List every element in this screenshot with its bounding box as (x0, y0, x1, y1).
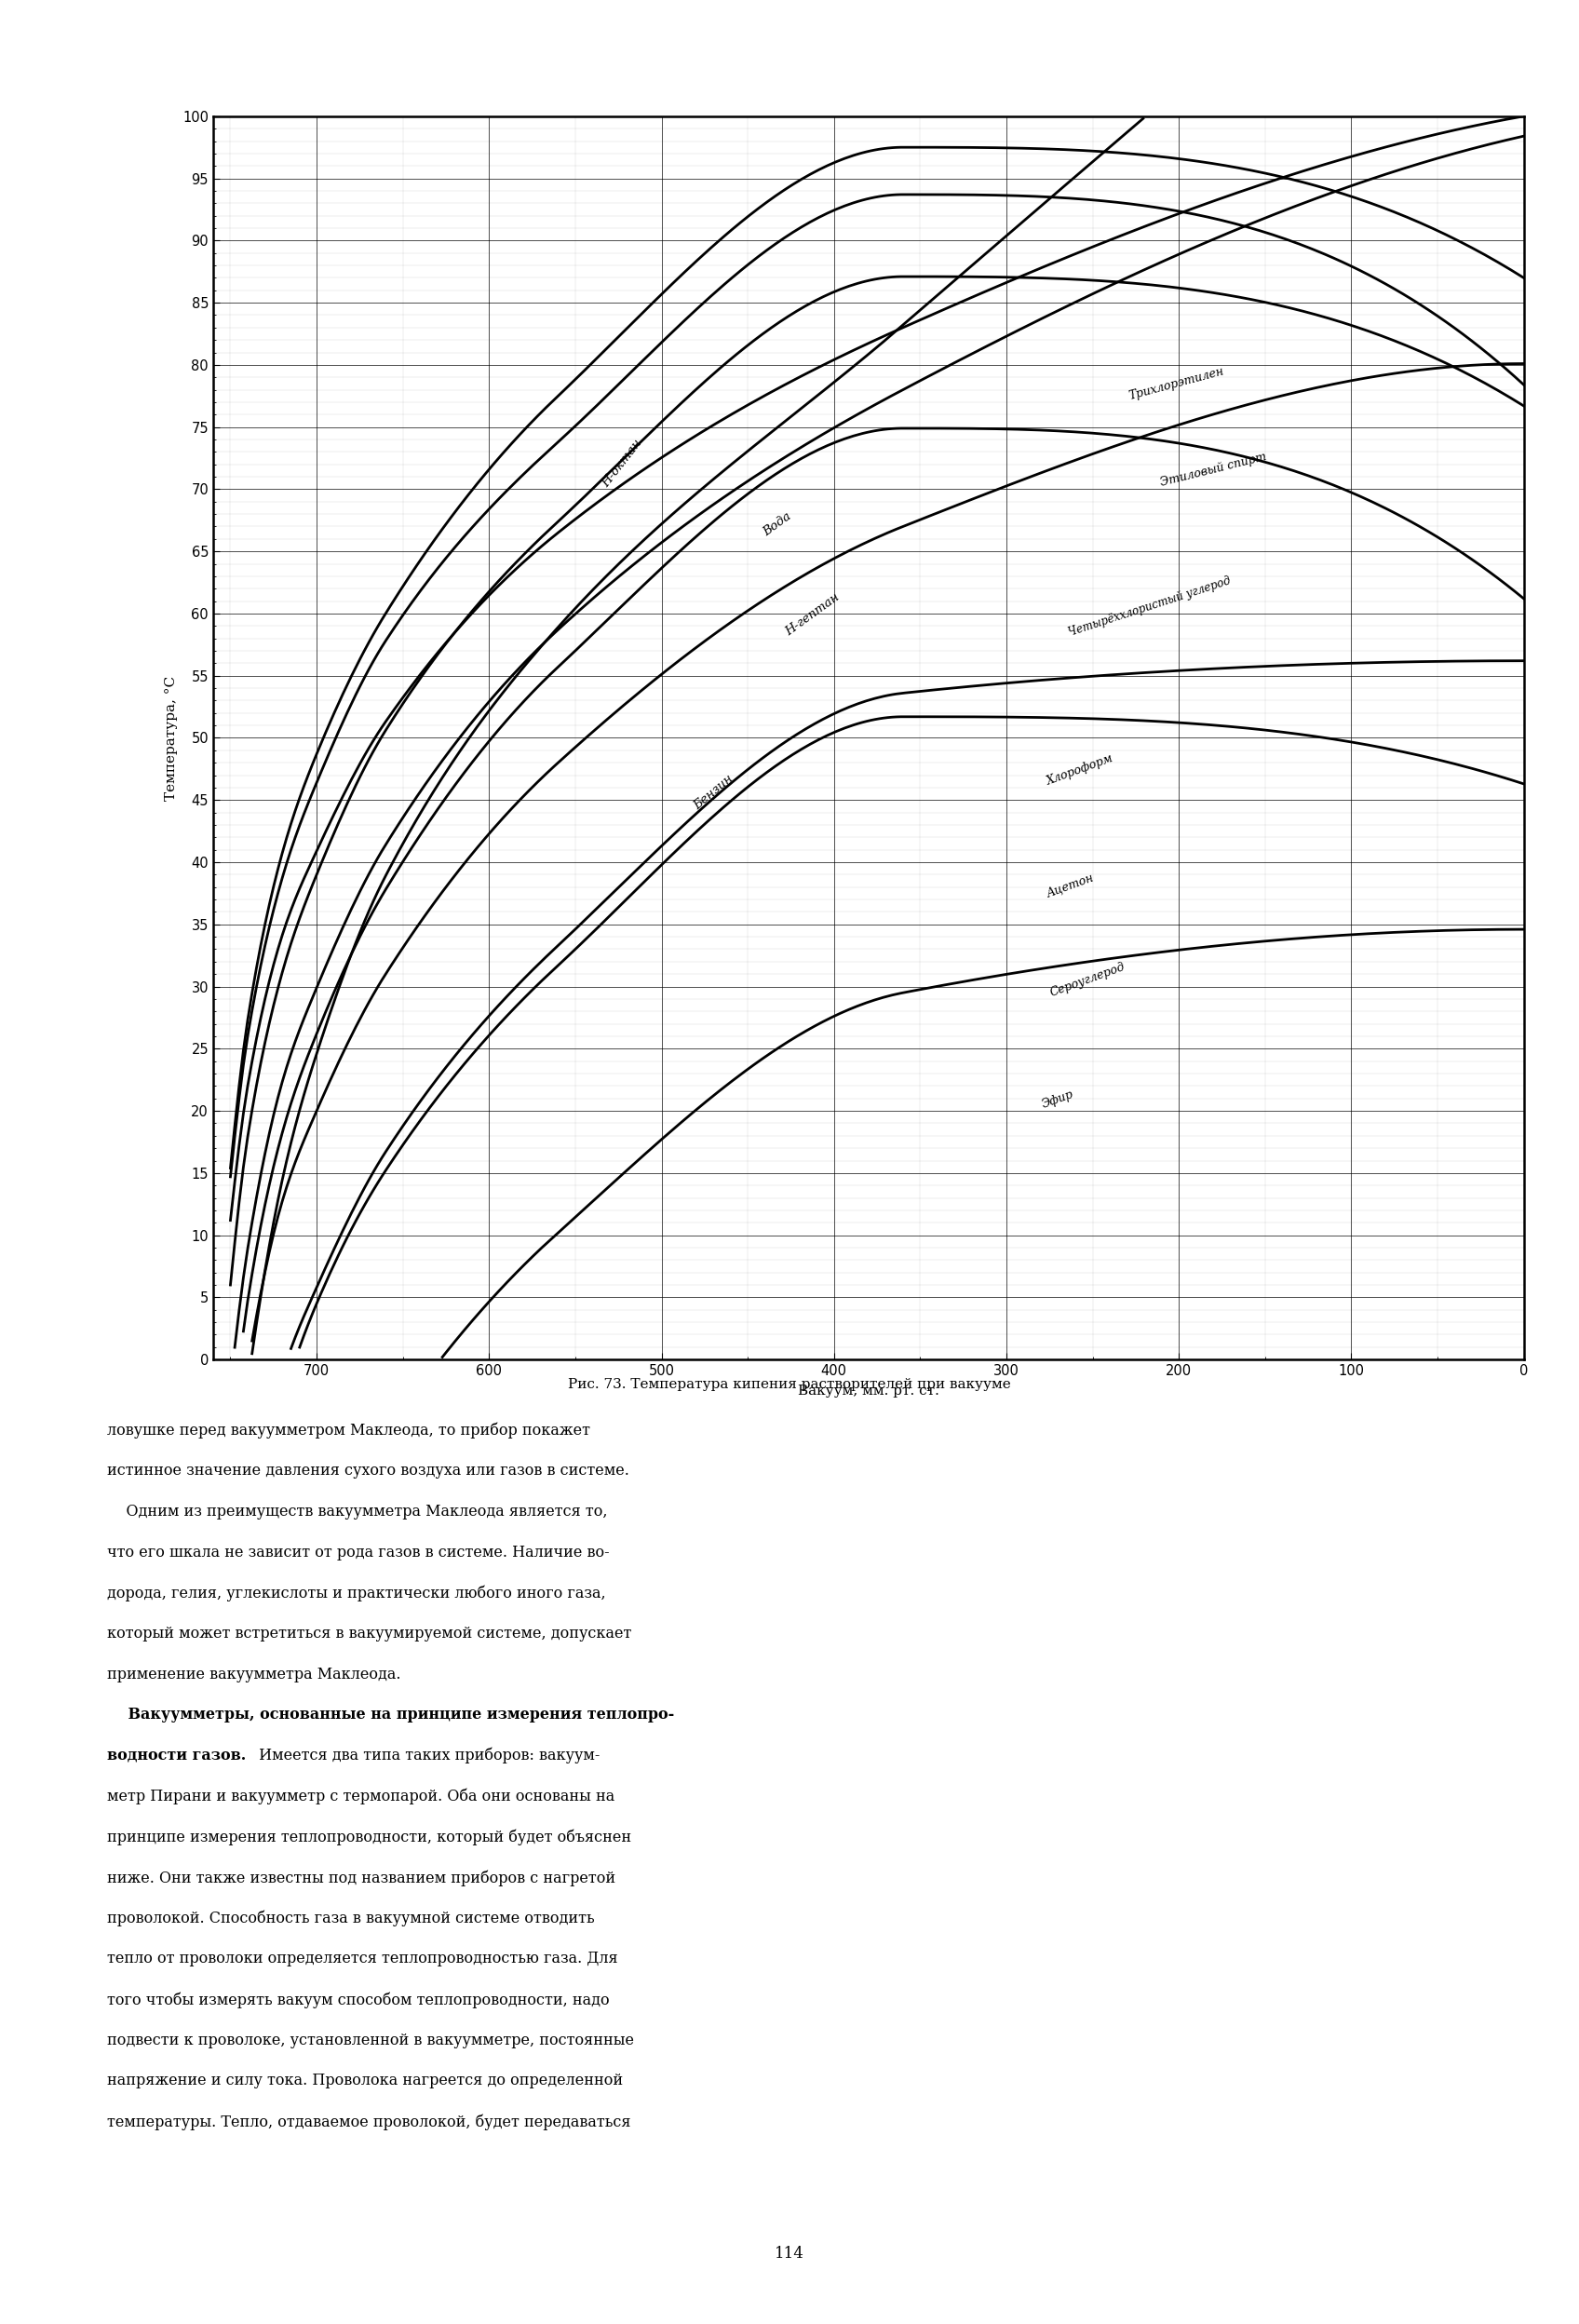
Text: Этиловый спирт: Этиловый спирт (1159, 451, 1268, 490)
Text: Вакуумметры, основанные на принципе измерения теплопро-: Вакуумметры, основанные на принципе изме… (107, 1706, 674, 1722)
Text: который может встретиться в вакуумируемой системе, допускает: который может встретиться в вакуумируемо… (107, 1627, 632, 1641)
Text: подвести к проволоке, установленной в вакуумметре, постоянные: подвести к проволоке, установленной в ва… (107, 2031, 635, 2047)
Text: проволокой. Способность газа в вакуумной системе отводить: проволокой. Способность газа в вакуумной… (107, 1910, 595, 1927)
Text: Рис. 73. Температура кипения растворителей при вакууме: Рис. 73. Температура кипения растворител… (568, 1378, 1011, 1392)
Text: что его шкала не зависит от рода газов в системе. Наличие во-: что его шкала не зависит от рода газов в… (107, 1543, 609, 1559)
Text: метр Пирани и вакуумметр с термопарой. Оба они основаны на: метр Пирани и вакуумметр с термопарой. О… (107, 1789, 614, 1806)
Text: Бензин: Бензин (692, 774, 736, 813)
Text: Н-гептан: Н-гептан (783, 590, 842, 639)
X-axis label: Вакуум, мм. рт. ст.: Вакуум, мм. рт. ст. (797, 1385, 940, 1397)
Text: принципе измерения теплопроводности, который будет объяснен: принципе измерения теплопроводности, кот… (107, 1829, 632, 1845)
Text: Трихлорэтилен: Трихлорэтилен (1127, 365, 1225, 402)
Text: дорода, гелия, углекислоты и практически любого иного газа,: дорода, гелия, углекислоты и практически… (107, 1585, 606, 1601)
Text: водности газов.: водности газов. (107, 1748, 246, 1764)
Text: Сероуглерод: Сероуглерод (1048, 960, 1127, 999)
Text: напряжение и силу тока. Проволока нагреется до определенной: напряжение и силу тока. Проволока нагрее… (107, 2073, 624, 2089)
Y-axis label: Температура, °C: Температура, °C (164, 676, 177, 799)
Text: температуры. Тепло, отдаваемое проволокой, будет передаваться: температуры. Тепло, отдаваемое проволоко… (107, 2115, 632, 2131)
Text: Имеется два типа таких приборов: вакуум-: Имеется два типа таких приборов: вакуум- (254, 1748, 600, 1764)
Text: того чтобы измерять вакуум способом теплопроводности, надо: того чтобы измерять вакуум способом тепл… (107, 1992, 609, 2008)
Text: тепло от проволоки определяется теплопроводностью газа. Для: тепло от проволоки определяется теплопро… (107, 1952, 617, 1966)
Text: Хлороформ: Хлороформ (1045, 753, 1116, 788)
Text: применение вакуумметра Маклеода.: применение вакуумметра Маклеода. (107, 1666, 401, 1683)
Text: истинное значение давления сухого воздуха или газов в системе.: истинное значение давления сухого воздух… (107, 1464, 630, 1478)
Text: Эфир: Эфир (1041, 1088, 1075, 1111)
Text: Четырёххлористый углерод: Четырёххлористый углерод (1066, 574, 1232, 639)
Text: ниже. Они также известны под названием приборов с нагретой: ниже. Они также известны под названием п… (107, 1868, 616, 1887)
Text: Ацетон: Ацетон (1045, 872, 1096, 899)
Text: Вода: Вода (761, 511, 794, 539)
Text: Н-октан: Н-октан (600, 437, 644, 490)
Text: Одним из преимуществ вакуумметра Маклеода является то,: Одним из преимуществ вакуумметра Маклеод… (107, 1504, 608, 1520)
Text: ловушке перед вакуумметром Маклеода, то прибор покажет: ловушке перед вакуумметром Маклеода, то … (107, 1422, 591, 1439)
Text: 114: 114 (775, 2245, 804, 2261)
